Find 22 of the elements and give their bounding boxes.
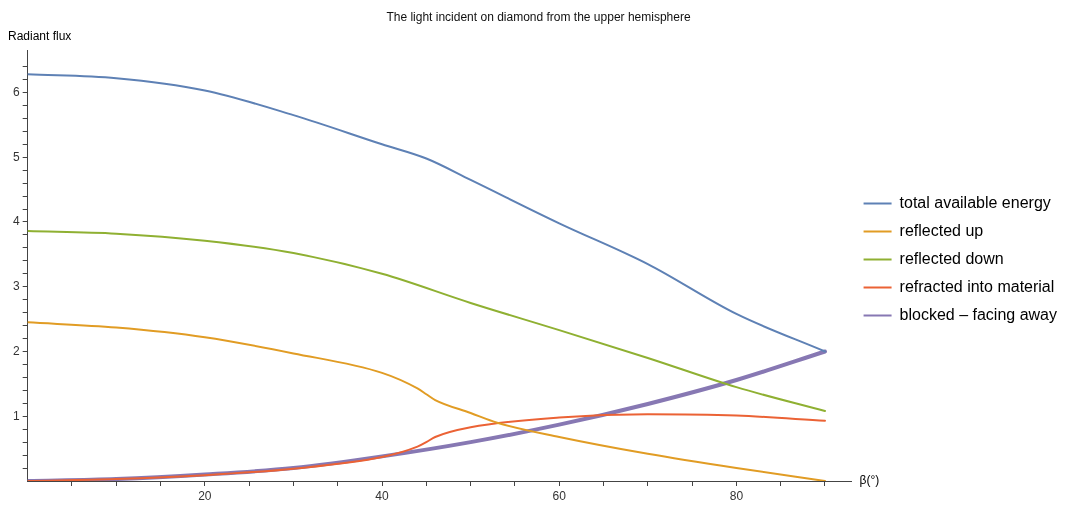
y-tick-label: 2 — [12, 343, 20, 358]
y-tick-label: 3 — [12, 279, 20, 294]
line-series — [27, 73, 826, 353]
chart-title: The light incident on diamond from the upper hemisphere — [386, 9, 691, 24]
legend-label: blocked – facing away — [899, 305, 1058, 323]
x-tick-label: 80 — [729, 488, 744, 503]
x-tick-label: 40 — [375, 488, 390, 503]
y-tick-label: 1 — [12, 408, 20, 423]
legend-label: total available energy — [899, 193, 1051, 211]
x-tick-label: 60 — [552, 488, 567, 503]
line-series — [27, 230, 826, 413]
legend-label: reflected up — [899, 221, 984, 239]
y-tick-label: 6 — [12, 84, 20, 99]
x-axis-title: β(°) — [859, 473, 880, 488]
y-tick-label: 4 — [12, 214, 20, 229]
legend-label: reflected down — [899, 249, 1004, 267]
line-series — [27, 413, 826, 481]
x-tick-label: 20 — [198, 488, 212, 503]
legend-label: refracted into material — [899, 277, 1055, 295]
y-tick-label: 5 — [12, 149, 20, 164]
y-axis-title: Radiant flux — [8, 28, 72, 43]
line-series — [27, 321, 826, 481]
